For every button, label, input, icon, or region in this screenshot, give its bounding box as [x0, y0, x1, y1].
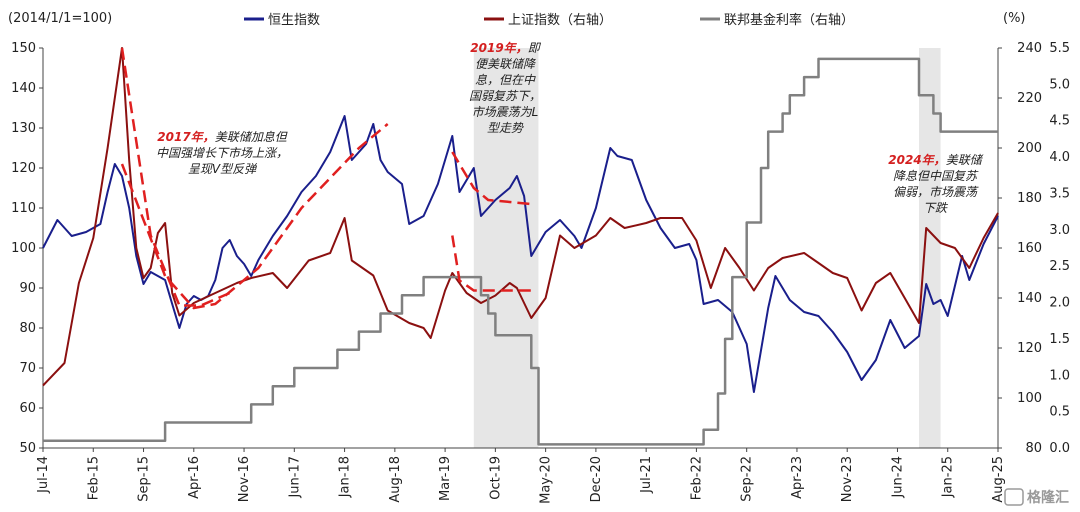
- trend-lines: [120, 47, 532, 310]
- annotation-body: 美联储加息但: [215, 130, 288, 144]
- left-axis-tick-label: 90: [19, 281, 36, 296]
- x-axis-tick-label: Apr-16: [187, 456, 202, 499]
- annotation-line: 市场震荡为L: [472, 105, 539, 119]
- annotation-line: 国弱复苏下，: [469, 89, 541, 103]
- x-axis-tick-label: Feb-22: [689, 456, 704, 500]
- x-axis-tick-label: Mar-19: [438, 456, 453, 501]
- right2-axis-tick-label: 4.5: [1049, 114, 1070, 129]
- right1-axis-tick-label: 120: [1017, 341, 1042, 356]
- annotation-line: 2019年，即: [470, 41, 541, 55]
- annotation-line: 偏弱，市场震荡: [893, 185, 979, 199]
- right2-axis-tick-label: 3.5: [1049, 186, 1070, 201]
- trend-line-4: [451, 235, 532, 292]
- shaded-period-2: [919, 48, 941, 448]
- annotation-title: 2019年，: [470, 41, 527, 55]
- annotation-line: 呈现V型反弹: [188, 162, 257, 176]
- annotation-line: 下跌: [923, 201, 949, 215]
- x-axis-tick-label: Apr-23: [790, 456, 805, 499]
- x-axis-tick-label: Sep-15: [137, 456, 152, 502]
- right2-axis-tick-label: 0.0: [1049, 441, 1070, 456]
- x-axis-tick-label: Nov-23: [840, 456, 855, 502]
- x-axis-tick-label: Jun-17: [287, 456, 302, 499]
- right2-axis-tick-label: 2.5: [1049, 259, 1070, 274]
- right2-axis-tick-label: 0.5: [1049, 405, 1070, 420]
- annotation-line: 便美联储降: [475, 57, 536, 71]
- right2-axis-tick-label: 4.0: [1049, 150, 1070, 165]
- right1-axis-tick-label: 100: [1017, 391, 1042, 406]
- x-axis-tick-label: Feb-15: [86, 456, 101, 500]
- annotations: 2017年，美联储加息但中国强增长下市场上涨，呈现V型反弹2019年，即便美联储…: [156, 41, 984, 215]
- left-axis-label: (2014/1/1=100): [8, 11, 112, 26]
- annotation-line: 2017年，美联储加息但: [157, 130, 287, 144]
- right2-axis-tick-label: 3.0: [1049, 223, 1070, 238]
- annotation-line: 中国强增长下市场上涨，: [156, 146, 288, 160]
- right-axis-unit-label: (%): [1003, 11, 1026, 26]
- shaded-period-1: [473, 48, 539, 448]
- x-axis-tick-label: May-20: [539, 456, 554, 504]
- x-axis-tick-label: Jan-25: [941, 456, 956, 498]
- legend-label-2: 上证指数（右轴）: [508, 13, 612, 28]
- watermark: 格隆汇: [1004, 488, 1069, 506]
- right2-axis-tick-label: 1.5: [1049, 332, 1070, 347]
- annotation-line: 型走势: [487, 121, 524, 135]
- x-axis-tick-label: Dec-20: [589, 456, 604, 502]
- left-axis-tick-label: 80: [19, 321, 36, 336]
- trend-line-3: [451, 151, 532, 206]
- annotation-line: 降息但中国复苏: [893, 169, 979, 183]
- watermark-logo-icon: [1004, 488, 1024, 506]
- annotation-line: 2024年，美联储: [888, 153, 983, 167]
- axes: 50 60 70 80 90 100 110 120 130 140 150 80 100 120 140 1…: [8, 11, 1070, 504]
- left-axis-tick-label: 120: [11, 161, 36, 176]
- annotation-title: 2024年，: [888, 153, 945, 167]
- x-axis-tick-label: Aug-18: [388, 456, 403, 503]
- x-axis-tick-label: Jul-21: [639, 456, 654, 494]
- annotation-line: 息，但在中: [475, 73, 536, 87]
- annotation-body: 即: [528, 41, 542, 55]
- right1-axis-tick-label: 80: [1025, 441, 1042, 456]
- x-axis-tick-label: Nov-16: [237, 456, 252, 502]
- x-axis-tick-label: Aug-25: [991, 456, 1006, 503]
- left-axis-tick-label: 150: [11, 41, 36, 56]
- right2-axis-tick-label: 1.0: [1049, 368, 1070, 383]
- left-axis-tick-label: 140: [11, 81, 36, 96]
- right2-axis-tick-label: 5.0: [1049, 77, 1070, 92]
- legend: 恒生指数 上证指数（右轴） 联邦基金利率（右轴）: [244, 12, 854, 28]
- trend-line-2: [120, 47, 231, 307]
- x-axis-tick-label: Oct-19: [488, 456, 503, 500]
- left-axis-tick-label: 60: [19, 401, 36, 416]
- x-axis-tick-label: Sep-22: [740, 456, 755, 502]
- annotation-body: 美联储: [946, 153, 984, 167]
- x-axis-tick-label: Jun-24: [890, 456, 905, 499]
- left-axis-tick-label: 70: [19, 361, 36, 376]
- right2-axis-tick-label: 5.5: [1049, 41, 1070, 56]
- right1-axis-tick-label: 140: [1017, 291, 1042, 306]
- right1-axis-tick-label: 180: [1017, 191, 1042, 206]
- right1-axis-tick-label: 220: [1017, 91, 1042, 106]
- right1-axis-tick-label: 200: [1017, 141, 1042, 156]
- right1-axis-tick-label: 160: [1017, 241, 1042, 256]
- left-axis-tick-label: 130: [11, 121, 36, 136]
- series-line-1: [42, 115, 999, 393]
- series-line-3: [43, 57, 998, 446]
- shaded-periods: [473, 48, 941, 448]
- legend-label-1: 恒生指数: [268, 13, 320, 28]
- x-axis-tick-label: Jan-18: [338, 456, 353, 498]
- right2-axis-tick-label: 2.0: [1049, 296, 1070, 311]
- x-axis-tick-label: Jul-14: [36, 456, 51, 494]
- left-axis-tick-label: 110: [11, 201, 36, 216]
- left-axis-tick-label: 100: [11, 241, 36, 256]
- legend-label-3: 联邦基金利率（右轴）: [724, 12, 854, 28]
- watermark-text: 格隆汇: [1027, 489, 1069, 506]
- annotation-title: 2017年，: [157, 130, 214, 144]
- right1-axis-tick-label: 240: [1017, 41, 1042, 56]
- left-axis-tick-label: 50: [19, 441, 36, 456]
